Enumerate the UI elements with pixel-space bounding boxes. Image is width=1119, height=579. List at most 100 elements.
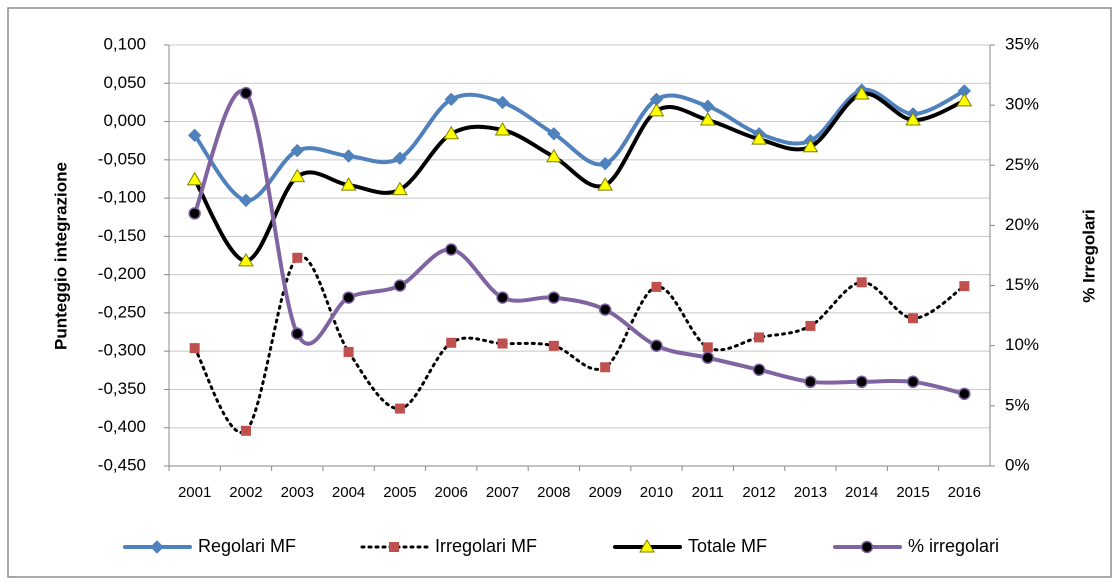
legend-marker [389, 542, 399, 552]
data-point [292, 252, 303, 263]
data-point [958, 387, 971, 401]
data-point [291, 327, 304, 340]
legend-marker [860, 540, 874, 554]
y-tick-label: -0,300 [98, 341, 146, 360]
y2-tick-label: 30% [1005, 95, 1039, 114]
data-point [548, 340, 559, 351]
data-point [702, 342, 713, 353]
data-point [342, 291, 355, 304]
data-point [853, 85, 870, 100]
data-point [189, 343, 200, 354]
data-point [444, 92, 458, 107]
y-tick-label: -0,200 [98, 264, 146, 283]
data-point [290, 143, 304, 158]
x-tick-label: 2016 [948, 484, 981, 501]
x-tick-label: 2013 [794, 484, 827, 501]
x-tick-label: 2001 [178, 484, 211, 501]
y-tick-label: 0,100 [103, 34, 146, 53]
series-line [192, 87, 967, 203]
data-point [495, 95, 510, 110]
x-tick-label: 2014 [845, 484, 878, 501]
data-point [597, 177, 614, 191]
y-tick-label: 0,050 [103, 73, 146, 92]
data-point [701, 351, 715, 364]
data-point [650, 339, 663, 352]
x-tick-label: 2007 [486, 484, 519, 501]
data-point [547, 291, 561, 304]
y2-tick-label: 35% [1005, 34, 1039, 53]
x-tick-label: 2004 [332, 484, 365, 501]
legend-label: Irregolari MF [435, 536, 537, 556]
data-point [239, 86, 253, 100]
x-tick-label: 2012 [742, 484, 775, 501]
data-point [959, 281, 970, 292]
data-point [240, 425, 251, 436]
data-point [187, 128, 202, 143]
y2-tick-label: 15% [1005, 275, 1039, 294]
chart-border [7, 7, 1112, 578]
x-tick-label: 2006 [435, 484, 468, 501]
data-point [340, 177, 357, 191]
legend-label: Totale MF [688, 536, 767, 556]
data-point [238, 252, 254, 267]
data-point [855, 375, 868, 389]
data-point [648, 102, 665, 117]
data-point [392, 181, 408, 196]
x-tick-label: 2008 [537, 484, 570, 501]
data-point [393, 151, 407, 165]
data-point [752, 363, 766, 377]
data-point [905, 112, 921, 126]
y-tick-label: -0,400 [98, 417, 146, 436]
y2-tick-label: 5% [1005, 395, 1030, 414]
data-point [545, 148, 562, 163]
y2-tick-label: 25% [1005, 155, 1039, 174]
x-tick-label: 2015 [896, 484, 929, 501]
data-point [239, 193, 253, 208]
legend-label: % irregolari [908, 536, 999, 556]
data-point [856, 277, 867, 288]
x-tick-label: 2010 [640, 484, 673, 501]
data-point [446, 337, 457, 348]
x-tick-label: 2011 [692, 484, 724, 501]
y-tick-label: -0,250 [98, 302, 146, 321]
y-axis-label: Punteggio integrazione [51, 162, 70, 350]
data-point [804, 375, 817, 389]
y2-tick-label: 0% [1005, 455, 1030, 474]
y2-tick-label: 10% [1005, 335, 1039, 354]
y2-tick-label: 20% [1005, 215, 1039, 234]
data-point [802, 138, 819, 153]
data-point [443, 125, 460, 140]
y2-axis-label: % Irregolari [1079, 209, 1098, 303]
data-point [699, 112, 716, 126]
y-tick-label: -0,100 [98, 188, 146, 207]
y-tick-label: -0,050 [98, 149, 146, 168]
data-point [494, 121, 511, 136]
data-point [341, 149, 356, 163]
data-point [496, 291, 509, 304]
data-point [651, 281, 662, 292]
data-point [754, 332, 765, 343]
legend-label: Regolari MF [198, 536, 296, 556]
data-point [444, 243, 458, 256]
legend-marker [150, 540, 164, 554]
data-point [751, 131, 767, 145]
data-point [186, 171, 203, 186]
y-tick-label: 0,000 [103, 111, 146, 130]
legend-marker [639, 539, 655, 553]
data-point [908, 313, 919, 324]
data-point [394, 403, 405, 414]
data-point [600, 362, 611, 373]
data-point [805, 320, 816, 331]
y-tick-label: -0,350 [98, 379, 146, 398]
data-point [956, 92, 973, 107]
x-tick-label: 2005 [383, 484, 416, 501]
y-tick-label: -0,450 [98, 455, 146, 474]
data-point [598, 156, 612, 171]
data-point [598, 303, 612, 316]
data-point [343, 346, 354, 357]
data-point [188, 207, 201, 220]
data-point [906, 375, 920, 389]
x-tick-label: 2009 [588, 484, 621, 501]
data-point [547, 127, 561, 141]
